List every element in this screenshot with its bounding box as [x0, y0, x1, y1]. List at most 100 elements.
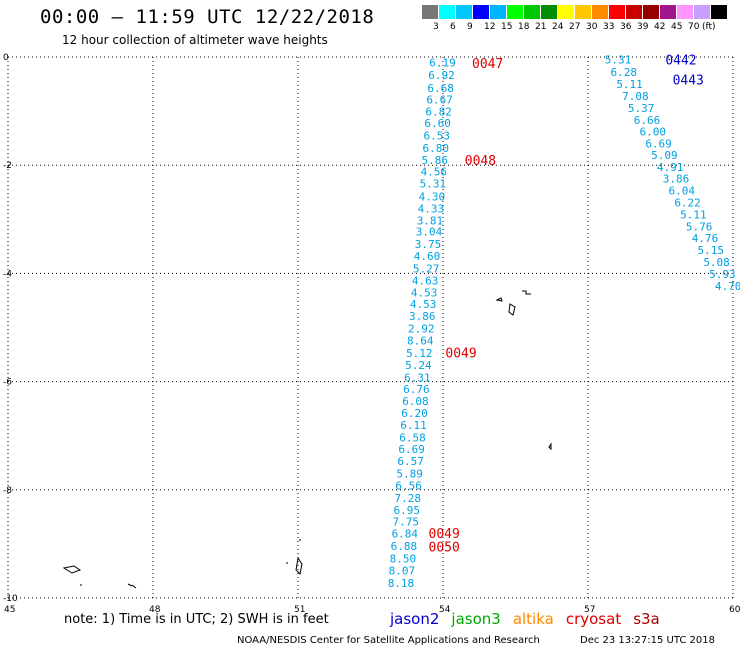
- scale-label: 24: [552, 22, 564, 32]
- x-tick-label: 54: [439, 605, 451, 615]
- scale-unit: (ft): [702, 22, 716, 32]
- wave-height-value: 6.58: [399, 431, 426, 444]
- wave-height-value: 4.56: [421, 166, 448, 179]
- scale-label: 18: [518, 22, 530, 32]
- wave-height-value: 4.70: [715, 280, 740, 293]
- wave-height-value: 5.31: [420, 178, 447, 191]
- wave-height-value: 8.50: [390, 553, 417, 566]
- wave-height-value: 4.53: [411, 286, 438, 299]
- wave-height-value: 6.66: [634, 114, 661, 127]
- wave-height-value: 2.92: [408, 323, 435, 336]
- scale-swatch: [422, 5, 438, 19]
- wave-height-value: 4.91: [657, 161, 684, 174]
- wave-height-value: 6.19: [429, 56, 456, 69]
- legend-cryosat: cryosat: [565, 610, 622, 628]
- wave-height-value: 6.57: [397, 455, 424, 468]
- scale-swatch: [660, 5, 676, 19]
- y-tick-label: 0: [3, 53, 9, 63]
- wave-height-value: 3.86: [409, 310, 436, 323]
- wave-height-value: 6.28: [611, 66, 638, 79]
- wave-height-value: 7.08: [622, 90, 649, 103]
- wave-height-value: 5.27: [413, 263, 440, 276]
- x-tick-label: 45: [4, 605, 15, 615]
- wave-height-value: 4.60: [414, 250, 441, 263]
- footer-credit: NOAA/NESDIS Center for Satellite Applica…: [237, 635, 540, 646]
- scale-swatch: [439, 5, 455, 19]
- wave-height-value: 6.92: [428, 69, 455, 82]
- x-tick-label: 51: [294, 605, 305, 615]
- footer-timestamp: Dec 23 13:27:15 UTC 2018: [580, 635, 715, 646]
- satellite-legend: jason2 jason3 altika cryosat s3a: [390, 610, 672, 628]
- footer-note: note: 1) Time is in UTC; 2) SWH is in fe…: [64, 612, 329, 627]
- wave-height-value: 6.04: [669, 185, 696, 198]
- wave-height-value: 6.60: [424, 117, 451, 130]
- scale-label: 70: [688, 22, 700, 32]
- y-tick-label: -4: [3, 269, 12, 279]
- wave-height-value: 6.80: [423, 142, 450, 155]
- wave-height-value: 6.69: [645, 138, 672, 151]
- wave-height-value: 6.31: [404, 371, 431, 384]
- pass-time-label: 0048: [465, 154, 496, 169]
- pass-time-label: 0050: [429, 541, 460, 556]
- scale-label: 27: [569, 22, 581, 32]
- scale-swatch: [609, 5, 625, 19]
- land-outlines: [62, 290, 552, 589]
- legend-jason3: jason3: [451, 610, 501, 628]
- scale-label: 33: [603, 22, 615, 32]
- scale-swatch: [524, 5, 540, 19]
- legend-s3a: s3a: [633, 610, 660, 628]
- chart-subtitle: 12 hour collection of altimeter wave hei…: [62, 33, 328, 47]
- wave-height-value: 6.95: [394, 504, 421, 517]
- wave-height-value: 5.31: [605, 54, 632, 67]
- wave-height-value: 5.08: [703, 256, 730, 269]
- scale-swatch: [490, 5, 506, 19]
- y-tick-label: -2: [3, 161, 12, 171]
- scale-label: 30: [586, 22, 598, 32]
- wave-height-value: 5.11: [680, 208, 707, 221]
- scale-label: 45: [671, 22, 683, 32]
- wave-height-value: 8.07: [389, 564, 416, 577]
- scale-swatch: [677, 5, 693, 19]
- wave-height-value: 6.76: [403, 383, 430, 396]
- x-tick-label: 48: [149, 605, 161, 615]
- wave-height-value: 6.56: [395, 479, 422, 492]
- wave-height-value: 6.53: [423, 129, 450, 142]
- scale-swatch: [558, 5, 574, 19]
- wave-height-value: 4.33: [418, 202, 445, 215]
- island-outline: [548, 442, 552, 451]
- chart-title: 00:00 – 11:59 UTC 12/22/2018: [40, 6, 375, 28]
- wave-height-value: 6.20: [401, 407, 428, 420]
- axis-ticks: 45 48 51 54 57 60 0 -2 -4 -6 -8 -10: [3, 53, 740, 615]
- wave-height-value: 8.64: [407, 334, 434, 347]
- pass-time-label: 0442: [665, 54, 696, 69]
- pass-time-label: 0049: [429, 527, 460, 542]
- scale-swatch: [592, 5, 608, 19]
- scale-swatch: [575, 5, 591, 19]
- scale-swatch: [507, 5, 523, 19]
- wave-height-value: 5.93: [709, 268, 736, 281]
- wave-height-value: 6.84: [392, 528, 419, 541]
- wave-height-value: 5.15: [698, 244, 725, 257]
- scale-swatch: [694, 5, 710, 19]
- x-tick-label: 60: [729, 605, 740, 615]
- scale-label: 36: [620, 22, 632, 32]
- wave-height-value: 6.67: [426, 94, 453, 107]
- scale-label: 21: [535, 22, 547, 32]
- wave-height-value: 5.24: [405, 359, 432, 372]
- wave-height-value: 4.30: [419, 191, 446, 204]
- wave-height-value: 5.76: [686, 220, 713, 233]
- legend-altika: altika: [512, 610, 554, 628]
- pass-time-label: 0047: [472, 57, 503, 72]
- island-outline: [62, 565, 137, 589]
- wave-height-value: 4.76: [692, 232, 719, 245]
- wave-height-value: 5.09: [651, 149, 678, 162]
- wave-height-value: 5.37: [628, 102, 655, 115]
- island-outline: [286, 539, 303, 576]
- wave-height-value: 8.18: [388, 577, 415, 590]
- wave-height-value: 4.53: [410, 298, 437, 311]
- wave-height-value: 6.08: [402, 395, 429, 408]
- scale-label: 6: [450, 22, 456, 32]
- scale-label: 39: [637, 22, 649, 32]
- scale-label: 42: [654, 22, 666, 32]
